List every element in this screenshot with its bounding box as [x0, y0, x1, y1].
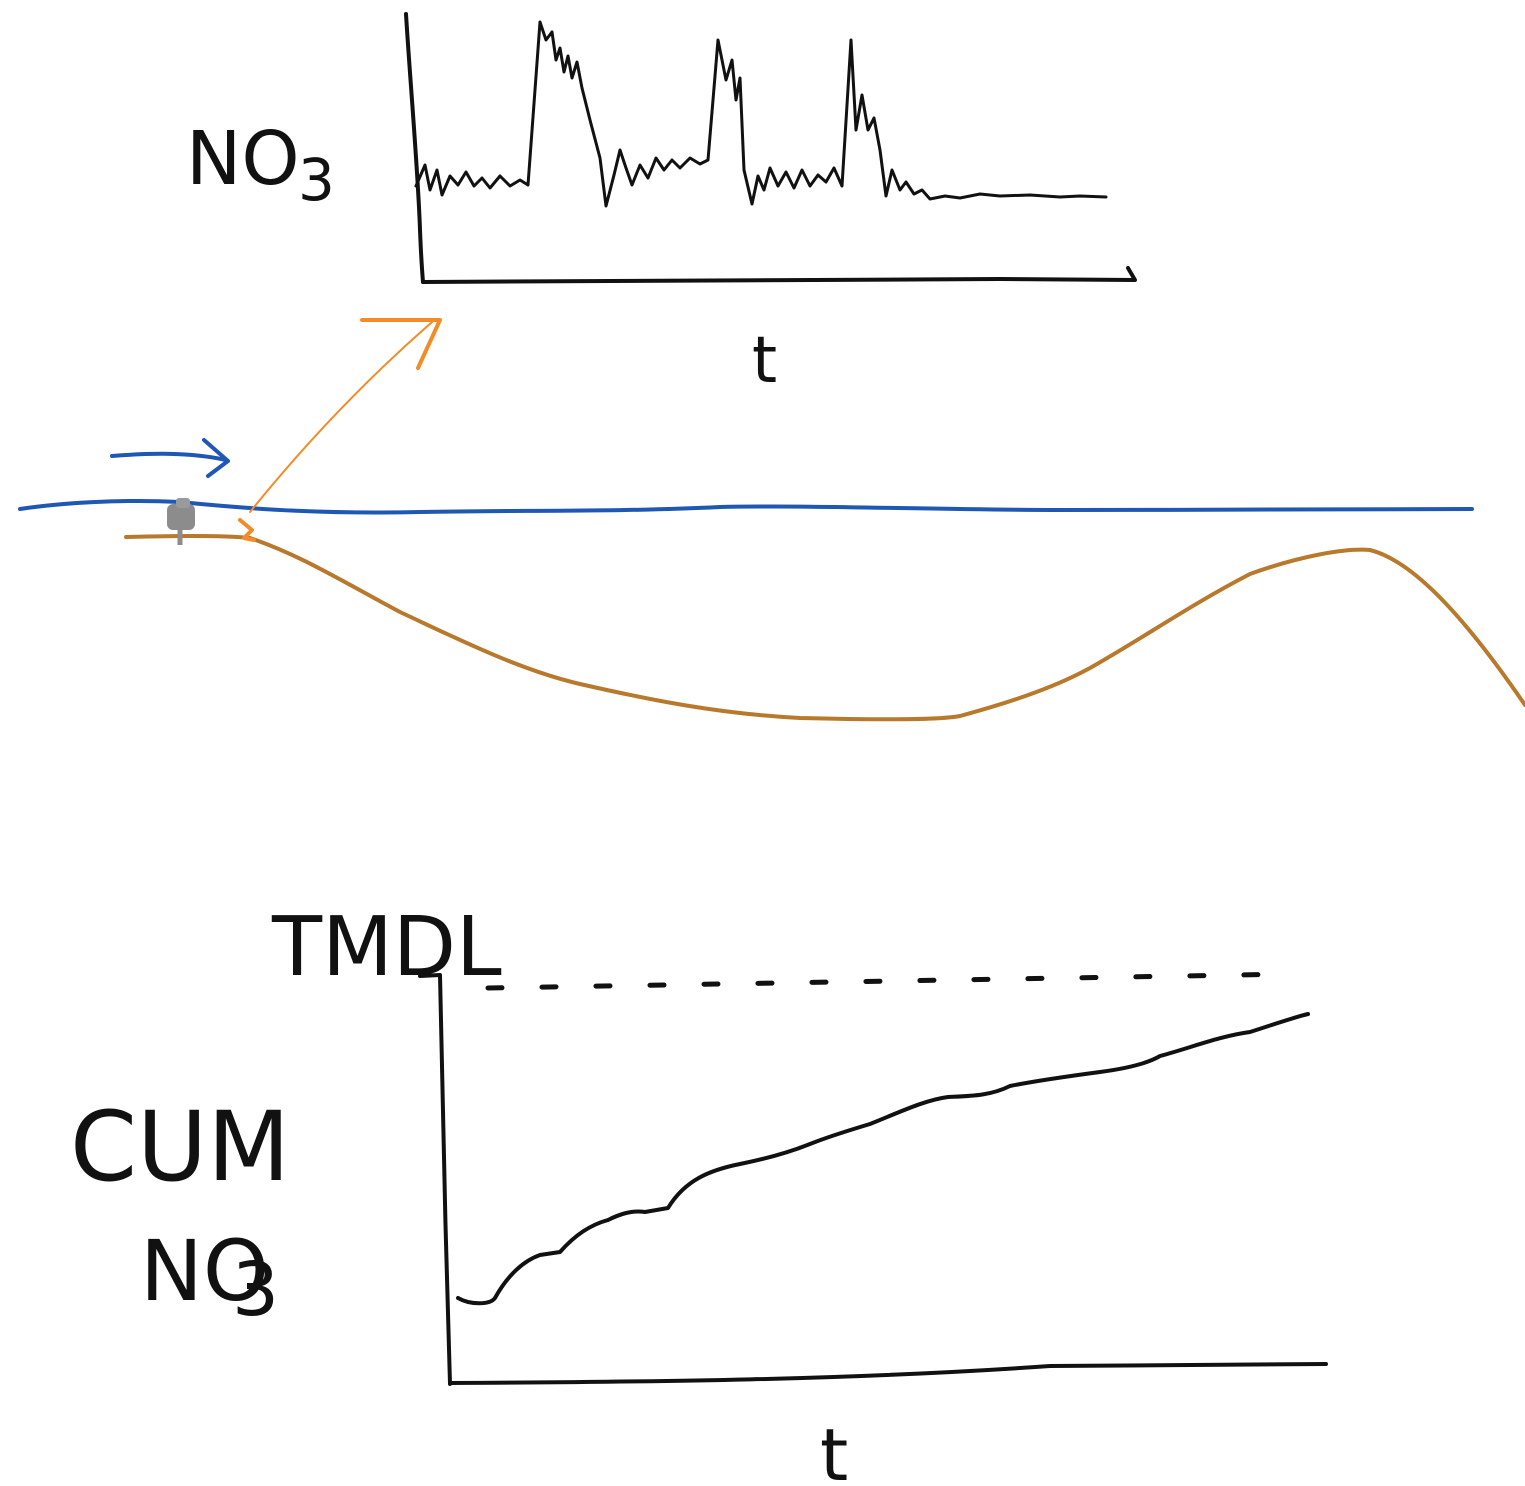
top-chart-x-axis	[421, 266, 1137, 284]
top-chart-nitrate-trace	[414, 20, 1108, 208]
sensor-icon	[167, 498, 195, 545]
top-chart-y-axis	[404, 12, 425, 284]
top-nitrate-chart: NO 3 t	[186, 12, 1137, 398]
diagonal-arrow-icon	[238, 318, 442, 542]
bottom-chart-x-label: t	[820, 1413, 848, 1486]
stream-profile	[18, 318, 1525, 722]
top-chart-y-label-subscript: 3	[298, 146, 335, 214]
water-surface-line	[18, 498, 1474, 515]
bottom-chart-y-label-subscript: 3	[232, 1247, 279, 1333]
streambed-profile-line	[124, 534, 1525, 722]
tmdl-label: TMDL	[271, 900, 502, 995]
bottom-chart-y-axis	[418, 973, 452, 1386]
bottom-cumulative-chart: TMDL CUM NO 3 t	[70, 900, 1328, 1486]
cumulative-nitrate-curve	[456, 1012, 1310, 1306]
tmdl-dashed-line	[485, 971, 1299, 991]
top-chart-x-label: t	[752, 324, 777, 398]
right-arrow-icon	[110, 438, 230, 478]
bottom-chart-y-label-line2: NO	[140, 1222, 269, 1320]
bottom-chart-y-label-line1: CUM	[70, 1091, 290, 1203]
top-chart-y-label: NO	[186, 116, 300, 202]
bottom-chart-x-axis	[448, 1362, 1328, 1385]
